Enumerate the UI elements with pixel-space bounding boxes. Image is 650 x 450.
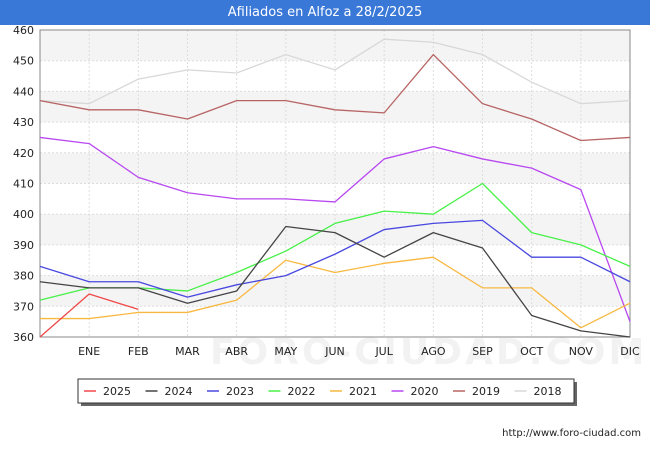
y-tick-label: 390 — [13, 239, 34, 252]
legend-label-2025: 2025 — [103, 385, 131, 398]
legend-box — [77, 378, 575, 404]
x-tick-label: MAR — [175, 345, 200, 358]
plot-frame — [39, 29, 631, 338]
y-tick-label: 440 — [13, 85, 34, 98]
y-tick-label: 450 — [13, 55, 34, 68]
x-tick-label: FEB — [128, 345, 149, 358]
x-tick-label: DIC — [620, 345, 640, 358]
x-tick-label: NOV — [569, 345, 594, 358]
x-tick-label: MAY — [274, 345, 297, 358]
x-tick-label: AGO — [421, 345, 446, 358]
series-line-2023 — [39, 219, 631, 298]
y-tick-label: 370 — [13, 300, 34, 313]
series-line-2024 — [39, 225, 631, 338]
series-line-2021 — [40, 256, 631, 329]
series-line-2020 — [39, 136, 631, 322]
y-tick-label: 400 — [13, 208, 34, 221]
legend: 2025 2024 2023 2022 2021 2020 2019 2018 — [77, 378, 577, 406]
series-line-2025 — [39, 293, 139, 338]
x-tick-label: SEP — [472, 345, 493, 358]
legend-label-2024: 2024 — [165, 385, 193, 398]
x-tick-label: ABR — [225, 345, 248, 358]
y-tick-label: 410 — [13, 178, 34, 191]
x-tick-label: OCT — [520, 345, 543, 358]
legend-label-2019: 2019 — [472, 385, 500, 398]
y-tick-label: 380 — [13, 270, 34, 283]
x-tick-label: ENE — [78, 345, 100, 358]
legend-label-2021: 2021 — [349, 385, 377, 398]
watermark-text: FORO-CIUDAD.COM — [210, 332, 648, 373]
y-tick-label: 460 — [13, 24, 34, 37]
x-tick-label: JUL — [374, 345, 393, 358]
series-line-2018 — [39, 38, 631, 105]
legend-label-2022: 2022 — [288, 385, 316, 398]
chart-title: Afiliados en Alfoz a 28/2/2025 — [0, 0, 650, 25]
legend-label-2023: 2023 — [226, 385, 254, 398]
series-line-2019 — [39, 53, 631, 142]
y-tick-label: 360 — [13, 331, 34, 344]
footer-url[interactable]: http://www.foro-ciudad.com — [502, 428, 641, 439]
legend-label-2018: 2018 — [534, 385, 562, 398]
legend-label-2020: 2020 — [411, 385, 439, 398]
y-tick-label: 430 — [13, 116, 34, 129]
x-tick-label: JUN — [324, 345, 345, 358]
y-tick-label: 420 — [13, 147, 34, 160]
